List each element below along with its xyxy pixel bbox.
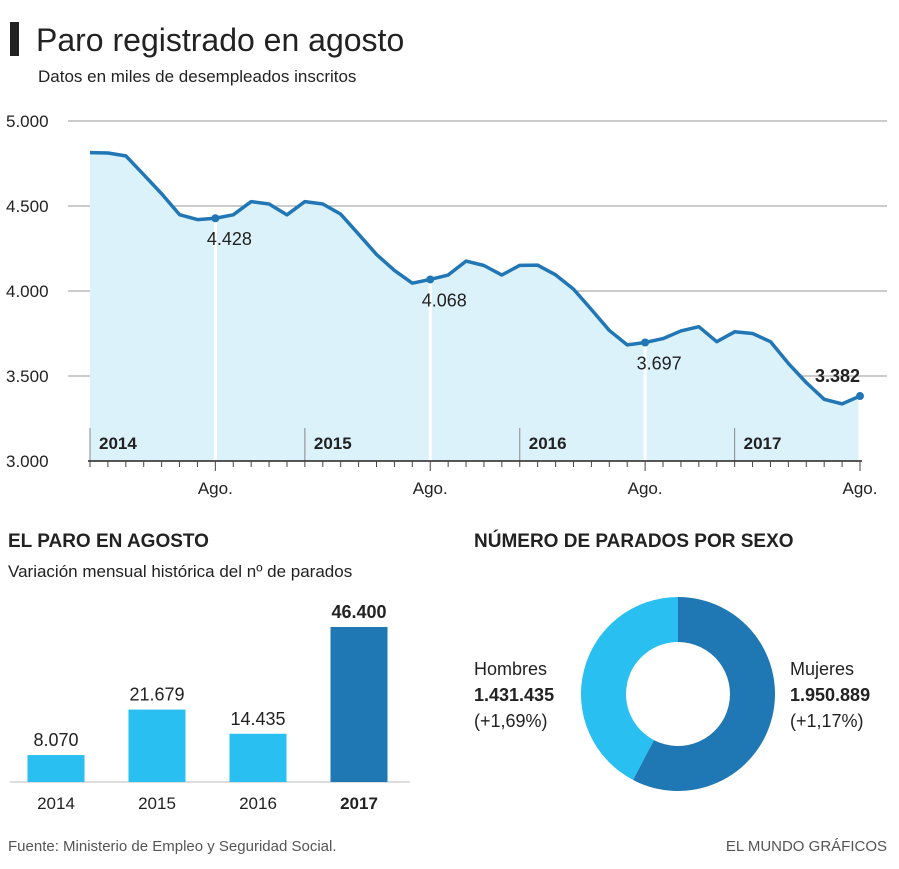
donut-slice xyxy=(580,597,678,780)
area xyxy=(90,152,860,461)
x-tick-label: Ago. xyxy=(843,479,878,498)
point xyxy=(641,338,650,347)
point xyxy=(211,214,220,223)
bar xyxy=(229,733,287,782)
value-label: 4.428 xyxy=(207,229,252,249)
value-label: 46.400 xyxy=(331,602,386,622)
y-tick-label: 4.500 xyxy=(6,197,49,216)
pie-title: NÚMERO DE PARADOS POR SEXO xyxy=(474,530,794,552)
year-label: 2015 xyxy=(314,434,352,453)
y-tick-label: 3.000 xyxy=(6,452,49,471)
value-label: 14.435 xyxy=(230,709,285,729)
x-tick-label: 2015 xyxy=(138,794,176,813)
x-tick-label: 2016 xyxy=(239,794,277,813)
value-label: 21.679 xyxy=(129,685,184,705)
year-label: 2017 xyxy=(744,434,782,453)
x-tick-label: Ago. xyxy=(198,479,233,498)
donut-slice xyxy=(632,597,775,791)
value-label: 3.382 xyxy=(815,366,860,386)
y-tick-label: 5.000 xyxy=(6,112,49,131)
year-label: 2014 xyxy=(99,434,137,453)
y-tick-label: 3.500 xyxy=(6,367,49,386)
change-label: (+1,17%) xyxy=(790,711,864,731)
y-tick-label: 4.000 xyxy=(6,282,49,301)
x-tick-label: 2017 xyxy=(340,794,378,813)
bar-title: EL PARO EN AGOSTO xyxy=(8,531,209,552)
value-label: 8.070 xyxy=(33,730,78,750)
chart-subtitle: Datos en miles de desempleados inscritos xyxy=(38,67,356,86)
bar xyxy=(330,627,388,782)
x-tick-label: Ago. xyxy=(413,479,448,498)
title-marker xyxy=(10,22,19,56)
credit: EL MUNDO GRÁFICOS xyxy=(726,838,887,855)
source: Fuente: Ministerio de Empleo y Seguridad… xyxy=(8,838,337,855)
point xyxy=(426,275,435,284)
change-label: (+1,69%) xyxy=(474,711,548,731)
x-tick-label: 2014 xyxy=(37,794,75,813)
year-label: 2016 xyxy=(529,434,567,453)
point xyxy=(856,392,864,401)
chart-title: Paro registrado en agosto xyxy=(36,22,404,58)
legend-label: Hombres xyxy=(474,659,547,679)
x-tick-label: Ago. xyxy=(628,479,663,498)
bar xyxy=(27,755,85,782)
value-label: 1.950.889 xyxy=(790,685,870,705)
bar xyxy=(128,709,186,782)
bar-subtitle: Variación mensual histórica del nº de pa… xyxy=(8,562,352,581)
value-label: 4.068 xyxy=(422,290,467,310)
value-label: 3.697 xyxy=(637,354,682,374)
value-label: 1.431.435 xyxy=(474,685,554,705)
legend-label: Mujeres xyxy=(790,659,854,679)
